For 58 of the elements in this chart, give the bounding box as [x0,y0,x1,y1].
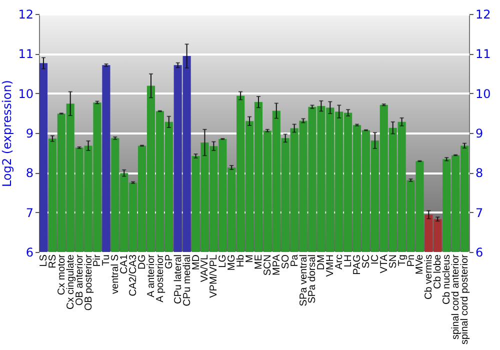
y2-tick-label: 8 [476,166,484,180]
x-tick-label: Tg [396,254,408,266]
x-tick-label: A posterior [154,254,166,302]
y2-tick-label: 9 [476,126,484,140]
x-tick-label: SPa dorsal [307,254,318,304]
y2-tick-label: 12 [476,8,491,22]
x-tick-label: Pir [92,254,104,267]
x-tick-label: SO [280,254,292,269]
y2-tick-label: 11 [476,47,491,62]
x-tick-label: OB posterior [83,254,94,311]
y-tick-label: 11 [18,47,34,62]
y-axis-title: Log2 (expression) [0,80,14,187]
x-tick-label: Cb nucleus [442,254,453,305]
x-tick-label: GP [164,254,175,269]
y-tick-label: 8 [26,166,34,180]
x-tick-label: VTA [378,254,390,274]
y-tick-label: 9 [26,126,34,140]
x-tick-label: Pa [289,254,300,267]
x-tick-label: VMH [325,254,336,277]
y2-tick-label: 10 [476,86,491,101]
x-tick-label: PAG [352,254,364,275]
x-tick-label: IC [370,254,381,264]
x-tick-label: Cb lobe [432,254,444,289]
x-tick-label: OB anterior [74,254,86,306]
y-tick-label: 6 [26,246,34,260]
y2-tick-label: 6 [476,246,484,260]
y-tick-label: 7 [26,206,34,220]
x-tick-label: RS [47,254,58,268]
x-tick-label: CPu medial [182,254,193,306]
x-tick-label: CA2/CA3 [128,254,140,296]
x-tick-label: Arc [334,254,346,270]
x-tick-label: VPM/VPL [208,254,220,298]
x-tick-label: Hb [236,254,247,268]
x-tick-label: Cx cingulate [65,254,76,310]
x-tick-label: Cx motor [56,254,68,296]
x-tick-label: LG [218,254,229,268]
x-tick-label: SC [360,254,372,268]
x-tick-label: ME [253,254,264,270]
x-tick-label: DG [137,254,148,270]
x-tick-label: LS [38,254,50,267]
x-tick-label: SN [388,254,399,268]
x-tick-label: Pn [406,254,417,267]
x-tick-label: MPA [271,254,282,276]
x-tick-label: SCN [262,254,274,276]
x-tick-label: LH [343,254,354,268]
y2-tick-label: 7 [476,206,484,220]
y-tick-label: 12 [18,8,34,22]
x-tick-label: spinal cord posterior [460,254,471,345]
x-tick-label: ventral S [110,254,122,294]
x-tick-label: spinal cord anterior [450,254,462,340]
x-tick-label: CA1 [119,254,130,274]
x-tick-label: Tu [101,254,112,266]
x-tick-label: A anterior [146,254,157,298]
y-tick-label: 10 [18,86,34,101]
x-tick-label: M [244,254,256,263]
x-tick-label: DM [316,254,328,270]
x-tick-label: CPu lateral [172,254,184,304]
x-tick-label: MVe [414,254,426,275]
